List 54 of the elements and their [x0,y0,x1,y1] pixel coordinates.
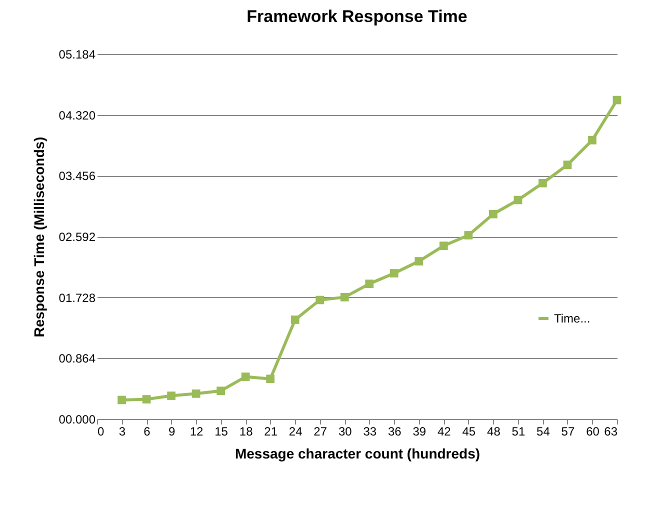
x-tick-label: 45 [462,424,476,438]
y-tick-label: 00.000 [58,412,96,426]
point [340,293,349,302]
point [439,242,448,250]
point [316,296,324,304]
point [365,280,374,288]
x-tick-label: 36 [388,424,402,438]
x-tick-label: 24 [288,424,303,438]
x-tick-label: 9 [168,424,176,438]
chart-title: Framework Response Time [246,7,468,26]
point [142,395,151,404]
x-tick-label: 18 [239,424,254,438]
point [414,257,424,266]
x-tick-label: 51 [512,424,526,438]
x-tick-label: 63 [604,424,618,438]
x-tick-label: 15 [214,424,228,438]
x-tick-label: 21 [264,424,278,438]
x-tick-label: 33 [363,424,377,438]
x-tick-label: 48 [487,424,501,438]
point [538,178,547,188]
x-tick-label: 30 [338,424,352,438]
x-tick-label: 42 [437,424,452,438]
point [563,160,572,170]
y-tick-label: 03.456 [58,169,96,184]
x-tick-label: 3 [118,424,126,438]
point [266,374,275,384]
point [514,196,522,204]
x-tick-label: 60 [586,424,600,438]
point [167,392,176,400]
x-tick-label: 54 [536,424,550,438]
y-tick-label: 02.592 [58,230,96,244]
point [216,386,225,396]
point [588,136,596,144]
x-tick-label: 6 [144,424,151,438]
x-tick-label: 12 [190,424,204,438]
y-tick-label: 00.864 [58,352,96,366]
legend-label: Time... [554,312,590,326]
point [464,231,473,240]
x-tick-label: 27 [314,424,328,438]
point [390,269,398,278]
y-axis-title: Response Time (Milliseconds) [30,136,47,338]
x-tick-label: 57 [561,424,575,438]
point [118,396,126,404]
point [489,210,498,218]
point [192,389,200,398]
y-tick-label: 05.184 [58,48,96,62]
point [290,316,300,324]
x-tick-label: 39 [412,424,426,438]
x-axis-title: Message character count (hundreds) [234,446,480,462]
point [241,372,250,381]
y-tick-label: 01.728 [58,290,96,305]
point [612,96,622,104]
y-tick-label: 04.320 [58,108,96,122]
x-tick-label: 0 [98,424,104,438]
